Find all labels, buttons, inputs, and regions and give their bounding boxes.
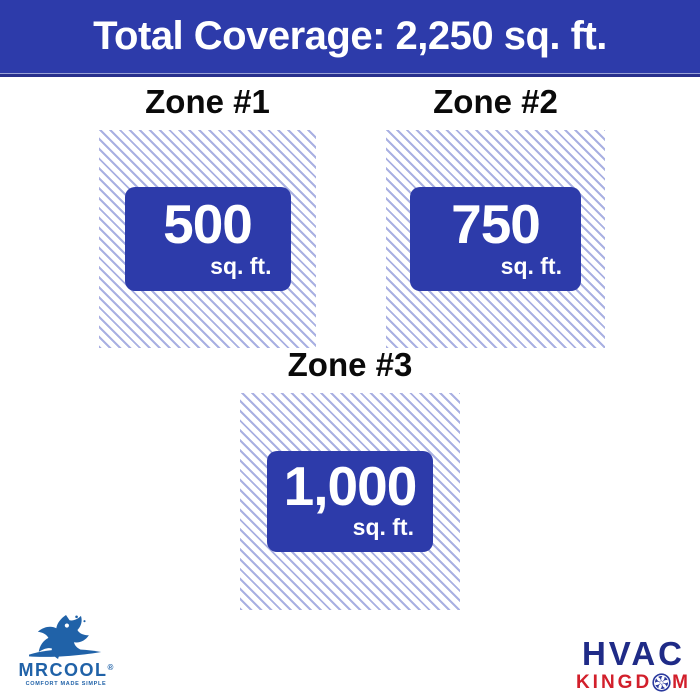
zone-1-value-card: 500 sq. ft.: [124, 186, 291, 291]
mrcool-wordmark: MRCOOL®: [19, 661, 114, 679]
zone-2: Zone #2 750 sq. ft.: [386, 83, 605, 348]
kingdom-text-right: M: [672, 672, 691, 693]
zone-2-hatched-area: 750 sq. ft.: [386, 129, 605, 348]
zone-1-hatched-area: 500 sq. ft.: [99, 129, 316, 348]
kingdom-text: KINGD M: [576, 673, 691, 692]
zone-1: Zone #1 500 sq. ft.: [99, 83, 316, 348]
zone-3-title: Zone #3: [287, 346, 413, 383]
zone-1-value: 500: [163, 192, 253, 255]
hvac-text: HVAC: [581, 635, 685, 672]
kingdom-text-left: KINGD: [575, 672, 653, 693]
mrcool-tagline: COMFORT MADE SIMPLE: [25, 681, 107, 687]
page-title: Total Coverage: 2,250 sq. ft.: [93, 14, 607, 58]
mrcool-logo: MRCOOL® COMFORT MADE SIMPLE: [16, 614, 116, 687]
mrcool-penguin-icon: [29, 615, 102, 659]
fan-icon: [652, 673, 671, 692]
zone-3-value: 1,000: [283, 454, 418, 517]
zone-2-title: Zone #2: [433, 83, 558, 120]
zone-1-unit: sq. ft.: [210, 252, 272, 279]
zone-1-title: Zone #1: [145, 83, 270, 120]
registered-mark: ®: [107, 663, 114, 672]
zone-2-unit: sq. ft.: [500, 252, 562, 279]
mrcool-brand-text: MRCOOL: [18, 660, 108, 680]
zone-2-value: 750: [451, 192, 541, 255]
header-banner: Total Coverage: 2,250 sq. ft.: [0, 0, 700, 73]
zone-3-value-card: 1,000 sq. ft.: [267, 450, 433, 552]
zone-3-unit: sq. ft.: [352, 513, 414, 540]
zone-2-value-card: 750 sq. ft.: [410, 186, 581, 291]
zone-3-hatched-area: 1,000 sq. ft.: [240, 392, 460, 610]
hvac-kingdom-logo: HVAC KINGD M: [576, 637, 688, 692]
zone-3: Zone #3 1,000 sq. ft.: [240, 346, 460, 610]
